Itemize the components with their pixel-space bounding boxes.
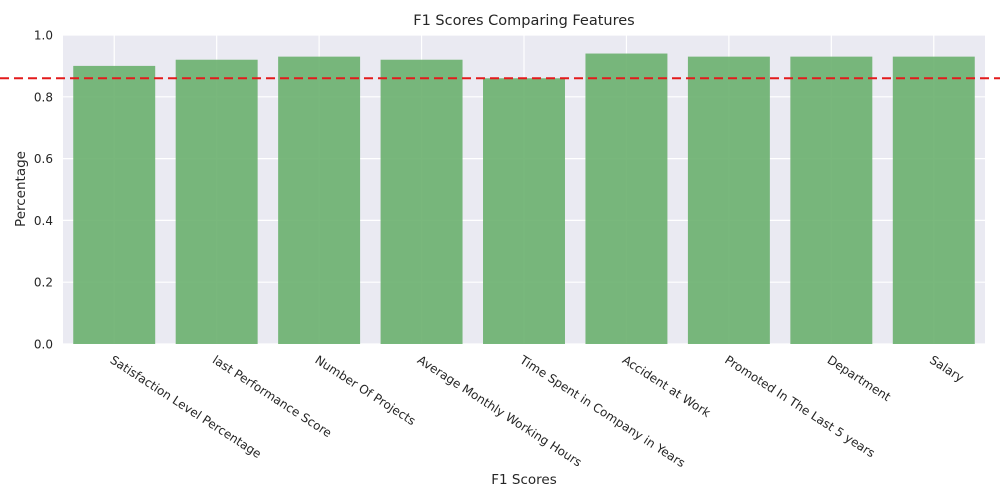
bar (175, 59, 258, 344)
y-tick-label: 0.6 (34, 152, 53, 166)
bar (278, 56, 361, 344)
y-tick-label: 0.2 (34, 276, 53, 290)
x-axis-label: F1 Scores (491, 472, 557, 488)
y-tick-label: 0.4 (34, 214, 53, 228)
bars (73, 53, 975, 345)
bar (687, 56, 770, 344)
bar (892, 56, 975, 344)
bar (585, 53, 668, 344)
x-tick-label: Average Monthly Working Hours (415, 353, 584, 470)
x-tick-label: Department (825, 353, 894, 404)
y-tick-label: 0.0 (34, 338, 53, 352)
bar (380, 59, 463, 344)
y-tick-label: 1.0 (34, 29, 53, 43)
chart-title: F1 Scores Comparing Features (413, 13, 635, 29)
x-tick-label: Salary (927, 353, 966, 385)
y-tick-label: 0.8 (34, 90, 53, 104)
x-tick-label: Accident at Work (620, 353, 713, 420)
y-axis-label: Percentage (13, 151, 29, 227)
bar (483, 78, 565, 344)
y-ticks: 0.0 0.2 0.4 0.6 0.8 1.0 (34, 29, 53, 352)
x-tick-label: Time Spent in Company in Years (517, 352, 688, 470)
bar (73, 65, 156, 345)
x-tick-label: Number Of Projects (312, 353, 418, 428)
bar (790, 56, 873, 344)
